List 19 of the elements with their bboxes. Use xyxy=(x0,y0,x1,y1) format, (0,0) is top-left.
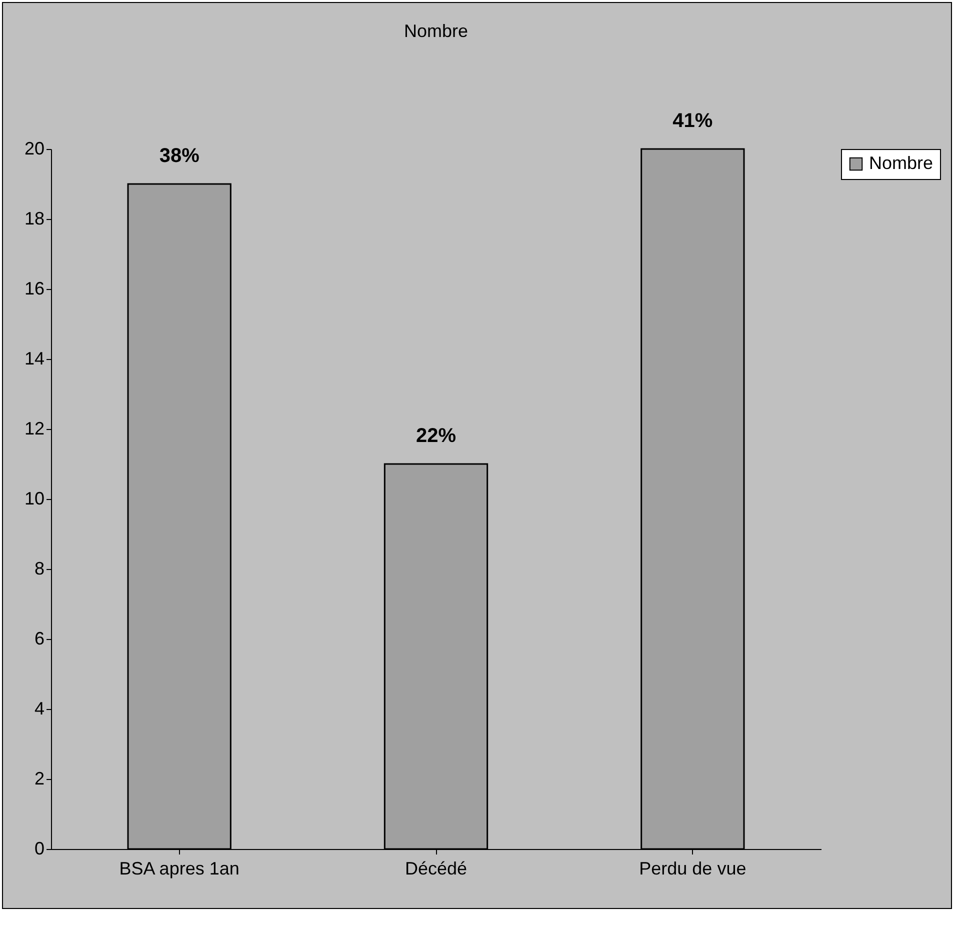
x-tick-label: Décédé xyxy=(404,858,468,878)
y-tick-label: 10 xyxy=(24,488,44,508)
x-tick-label: Perdu de vue xyxy=(639,858,746,878)
legend-label: Nombre xyxy=(869,153,934,173)
chart-title: Nombre xyxy=(404,21,468,41)
annotation: 38% xyxy=(159,145,200,167)
y-tick-label: 2 xyxy=(34,768,44,788)
y-tick-label: 4 xyxy=(34,698,44,718)
annotation: 22% xyxy=(416,425,456,447)
y-tick-label: 16 xyxy=(24,278,44,298)
y-tick-label: 14 xyxy=(24,348,44,368)
y-tick-label: 0 xyxy=(34,838,44,858)
y-tick-label: 12 xyxy=(24,418,44,438)
x-tick-label: BSA apres 1an xyxy=(119,858,240,878)
y-tick-label: 6 xyxy=(34,628,44,648)
annotation: 41% xyxy=(672,110,713,132)
y-tick-label: 8 xyxy=(34,558,44,578)
y-tick-label: 20 xyxy=(24,138,44,158)
y-tick-label: 18 xyxy=(24,208,44,228)
